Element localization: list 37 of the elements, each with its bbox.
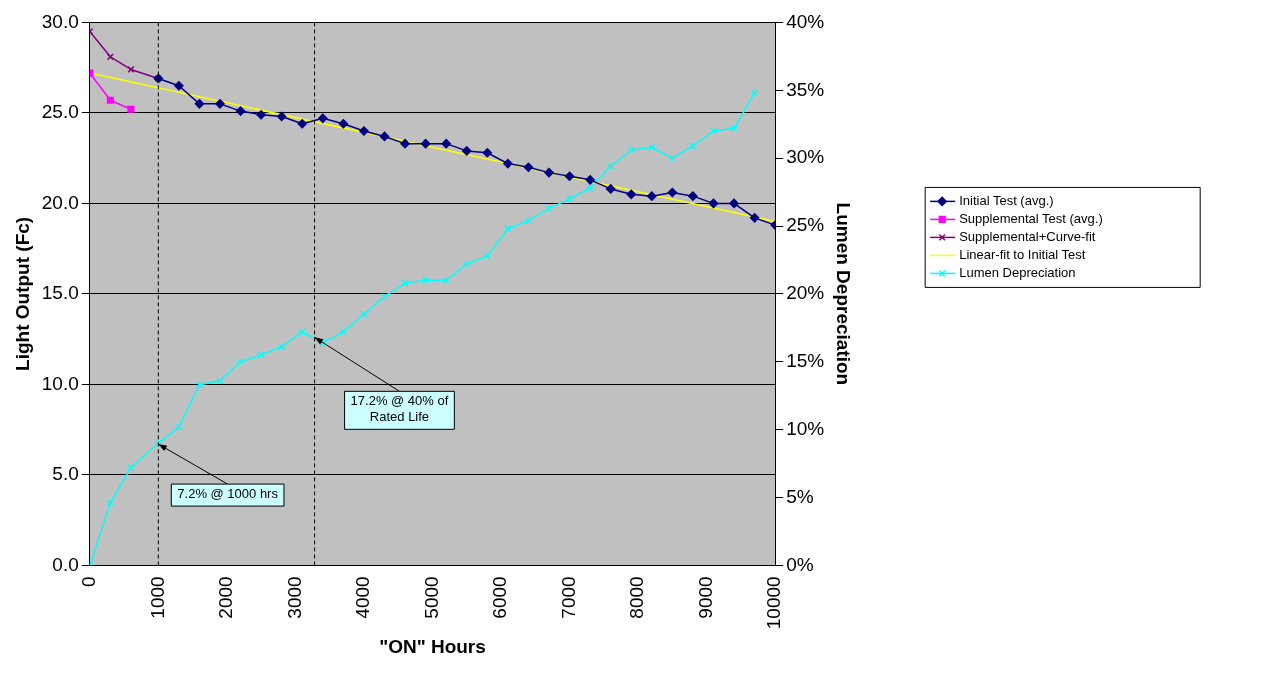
- y2-tick-label: 25%: [786, 214, 825, 236]
- x-tick-label: 9000: [694, 576, 716, 619]
- x-tick-label: 7000: [557, 576, 579, 619]
- y-tick-label: 5.0: [52, 463, 79, 485]
- y-tick-label: 10.0: [41, 372, 79, 394]
- y-tick-label: 30.0: [41, 10, 79, 32]
- y2-tick-label: 10%: [786, 417, 825, 439]
- annotation: 17.2% @ 40% of Rated Life: [350, 393, 449, 425]
- x-tick-label: 4000: [352, 576, 374, 619]
- legend-label: Linear-fit to Initial Test: [959, 246, 1086, 262]
- y2-tick-label: 35%: [786, 78, 825, 100]
- y2-tick-label: 15%: [786, 349, 825, 371]
- y-tick-label: 15.0: [41, 282, 79, 304]
- x-tick-label: 2000: [215, 576, 237, 619]
- x-tick-label: 3000: [283, 576, 305, 619]
- y-tick-label: 0.0: [52, 553, 79, 575]
- y2-tick-label: 30%: [786, 146, 825, 168]
- y-tick-label: 25.0: [41, 101, 79, 123]
- legend-label: Supplemental+Curve-fit: [959, 228, 1096, 244]
- legend-label: Supplemental Test (avg.): [959, 210, 1103, 226]
- y-tick-label: 20.0: [41, 191, 79, 213]
- legend-label: Initial Test (avg.): [959, 192, 1054, 208]
- y2-tick-label: 5%: [786, 485, 814, 507]
- y-axis-title: Light Output (Fc): [11, 216, 33, 371]
- y2-axis-title: Lumen Depreciation: [833, 202, 855, 386]
- x-tick-label: 10000: [763, 576, 785, 630]
- legend-label: Lumen Depreciation: [959, 264, 1076, 280]
- y2-tick-label: 40%: [786, 10, 825, 32]
- x-tick-label: 8000: [626, 576, 648, 619]
- x-tick-label: 5000: [420, 576, 442, 619]
- y2-tick-label: 20%: [786, 282, 825, 304]
- x-tick-label: 1000: [146, 576, 168, 619]
- x-axis-title: "ON" Hours: [379, 635, 486, 657]
- annotation: 7.2% @ 1000 hrs: [177, 486, 279, 502]
- x-tick-label: 6000: [489, 576, 511, 619]
- x-tick-label: 0: [78, 576, 100, 587]
- y2-tick-label: 0%: [786, 553, 814, 575]
